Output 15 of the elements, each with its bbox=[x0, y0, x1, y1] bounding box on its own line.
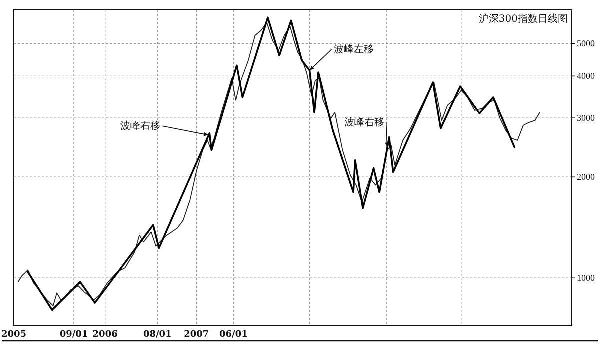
x-tick-label: 2005 bbox=[1, 330, 27, 340]
x-tick-label: 09/01 bbox=[60, 330, 88, 340]
y-tick-label: 2000 bbox=[577, 172, 596, 182]
y-tick-label: 1000 bbox=[577, 273, 596, 284]
y-tick-label: 3000 bbox=[577, 113, 596, 124]
annotation: 波峰左移 bbox=[334, 44, 374, 56]
x-tick-label: 2007 bbox=[184, 330, 210, 340]
y-tick-label: 5000 bbox=[577, 38, 596, 49]
y-tick-label: 4000 bbox=[577, 71, 596, 82]
annotation: 波峰右移 bbox=[120, 120, 161, 132]
chart-title: 沪深300指数日线图 bbox=[478, 13, 568, 25]
x-tick-label: 2006 bbox=[92, 330, 118, 340]
x-tick-label: 08/01 bbox=[143, 330, 172, 340]
annotation: 波峰右移 bbox=[344, 116, 384, 128]
x-tick-label: 06/01 bbox=[220, 330, 248, 340]
